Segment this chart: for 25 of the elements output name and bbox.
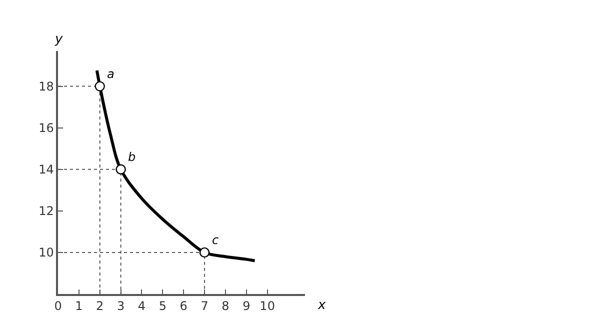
x-tick-label: 10 [260,299,275,314]
annotation: b [128,150,136,164]
y-tick-label: 14 [38,162,54,177]
annotation: a [107,67,114,81]
x-tick-label: 5 [158,299,166,314]
y-tick-label: 18 [38,80,54,94]
point [94,81,105,92]
x-tick-label: 1 [75,299,83,314]
point [199,247,210,258]
x-tick-label: 7 [200,299,208,314]
point [116,164,126,174]
x-tick-label: 8 [222,299,230,314]
x-tick-label: 0 [54,299,62,314]
x-tick-label: 9 [242,299,250,314]
y-axis-title: y [54,32,63,47]
y-tick-label: 12 [38,204,54,218]
y-tick-label: 10 [38,246,54,260]
x-tick-label: 3 [116,299,125,314]
y-tick-label: 16 [38,121,54,136]
x-tick-label: 6 [180,299,188,314]
line-series [95,69,256,262]
x-tick-label: 4 [138,299,146,314]
annotation: c [212,233,219,247]
x-tick-label: 2 [96,299,104,314]
x-axis-title: x [317,298,326,313]
